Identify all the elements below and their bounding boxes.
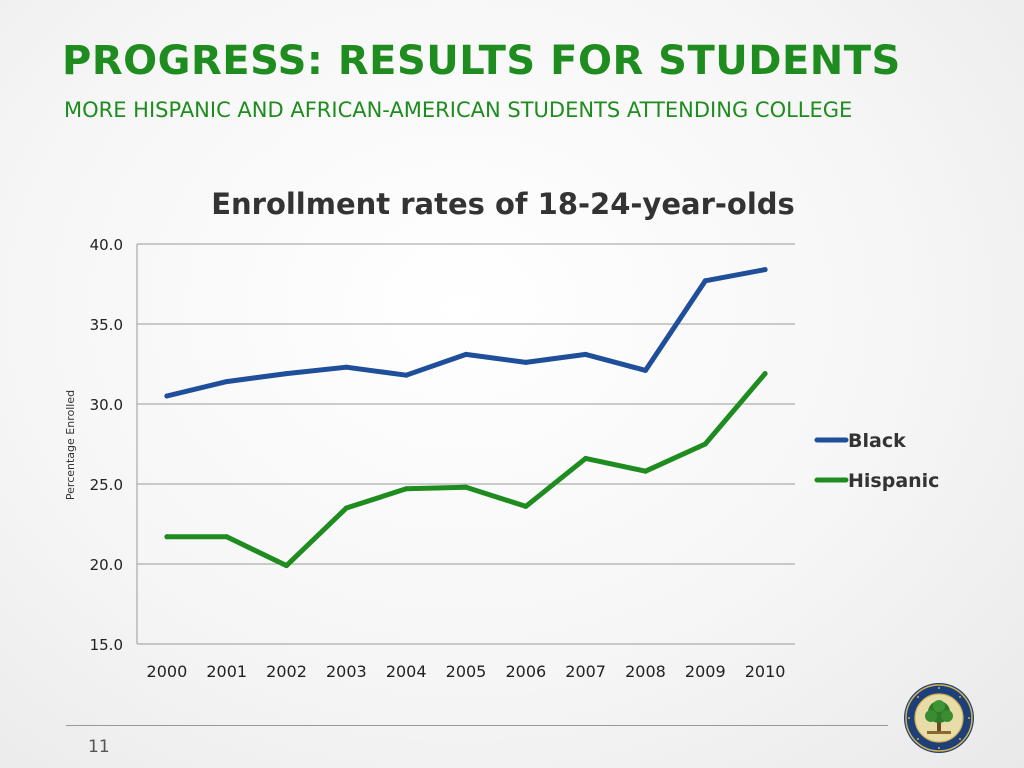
y-tick-label: 40.0 bbox=[90, 236, 123, 254]
x-tick-label: 2009 bbox=[685, 662, 726, 681]
legend-label-black: Black bbox=[848, 430, 906, 452]
data-point-black bbox=[523, 359, 529, 365]
chart-title: Enrollment rates of 18-24-year-olds bbox=[211, 187, 795, 221]
series-line-black bbox=[164, 267, 768, 399]
x-tick-label: 2000 bbox=[147, 662, 188, 681]
chart-gridlines bbox=[136, 243, 795, 645]
x-tick-label: 2006 bbox=[505, 662, 546, 681]
data-point-black bbox=[583, 351, 589, 357]
department-of-education-seal-icon bbox=[904, 683, 974, 753]
data-point-hispanic bbox=[403, 486, 409, 492]
x-tick-label: 2007 bbox=[565, 662, 606, 681]
data-point-hispanic bbox=[164, 534, 170, 540]
y-axis-label: Percentage Enrolled bbox=[64, 390, 77, 500]
x-tick-label: 2001 bbox=[206, 662, 247, 681]
page-number: 11 bbox=[88, 737, 110, 757]
y-tick-label: 15.0 bbox=[90, 636, 123, 654]
data-point-hispanic bbox=[642, 468, 648, 474]
y-tick-label: 20.0 bbox=[90, 556, 123, 574]
data-point-black bbox=[403, 372, 409, 378]
y-axis-ticks: 15.0 20.0 25.0 30.0 35.0 40.0 bbox=[90, 236, 123, 654]
series-line-hispanic bbox=[164, 371, 768, 569]
chart-legend: Black Hispanic bbox=[814, 430, 939, 492]
y-tick-label: 25.0 bbox=[90, 476, 123, 494]
x-tick-label: 2004 bbox=[386, 662, 427, 681]
data-point-black bbox=[762, 267, 768, 273]
data-point-hispanic bbox=[224, 534, 230, 540]
legend-label-hispanic: Hispanic bbox=[848, 470, 939, 492]
data-point-hispanic bbox=[702, 441, 708, 447]
x-tick-label: 2003 bbox=[326, 662, 367, 681]
x-tick-label: 2010 bbox=[745, 662, 786, 681]
footer-divider bbox=[66, 725, 888, 726]
data-point-black bbox=[702, 278, 708, 284]
enrollment-line-chart: Enrollment rates of 18-24-year-olds Perc… bbox=[64, 187, 939, 681]
data-point-black bbox=[463, 351, 469, 357]
y-tick-label: 30.0 bbox=[90, 396, 123, 414]
x-axis-ticks: 2000 2001 2002 2003 2004 2005 2006 2007 2008 2009… bbox=[147, 662, 786, 681]
data-point-hispanic bbox=[463, 484, 469, 490]
data-point-hispanic bbox=[583, 455, 589, 461]
data-point-black bbox=[224, 379, 230, 385]
y-tick-label: 35.0 bbox=[90, 316, 123, 334]
data-point-hispanic bbox=[343, 505, 349, 511]
data-point-black bbox=[164, 393, 170, 399]
data-point-hispanic bbox=[762, 371, 768, 377]
x-tick-label: 2005 bbox=[446, 662, 487, 681]
data-point-hispanic bbox=[523, 503, 529, 509]
data-point-black bbox=[284, 371, 290, 377]
data-point-hispanic bbox=[284, 563, 290, 569]
slide-subtitle: MORE HISPANIC AND AFRICAN-AMERICAN STUDE… bbox=[64, 98, 853, 122]
slide-title: PROGRESS: RESULTS FOR STUDENTS bbox=[62, 38, 901, 84]
x-tick-label: 2008 bbox=[625, 662, 666, 681]
data-point-black bbox=[343, 364, 349, 370]
x-tick-label: 2002 bbox=[266, 662, 307, 681]
series-lines bbox=[164, 267, 768, 569]
data-point-black bbox=[642, 367, 648, 373]
